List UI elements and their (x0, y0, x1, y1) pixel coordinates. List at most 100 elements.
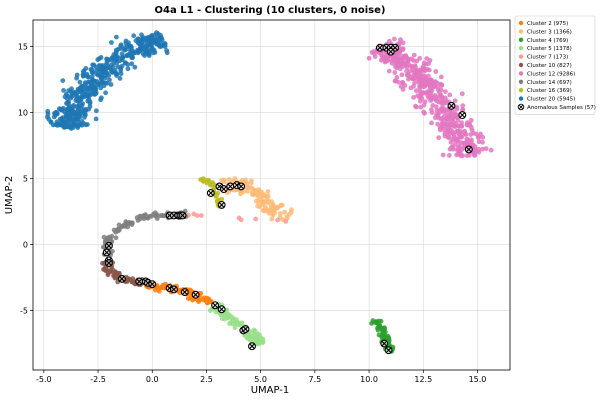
data-point (157, 34, 163, 40)
data-point (219, 316, 225, 322)
data-point (201, 177, 206, 183)
data-point (260, 340, 266, 345)
data-point (407, 68, 413, 74)
data-point (226, 177, 232, 182)
data-point (86, 85, 91, 91)
data-point (460, 107, 466, 113)
data-point (411, 95, 416, 100)
data-point (139, 32, 144, 38)
data-point (116, 222, 122, 228)
data-point (369, 50, 375, 55)
data-point (70, 93, 75, 99)
anomaly-marker (217, 200, 226, 209)
data-point (160, 284, 166, 290)
data-point (426, 61, 431, 66)
data-point (278, 202, 284, 208)
data-point (435, 121, 441, 127)
data-point (452, 98, 458, 104)
data-point (453, 112, 459, 118)
data-point (74, 104, 80, 110)
data-point (418, 75, 424, 80)
data-point (418, 93, 424, 98)
data-point (441, 127, 447, 133)
legend-swatch (518, 88, 524, 93)
data-point (400, 40, 406, 46)
data-point (284, 214, 290, 220)
data-point (92, 85, 98, 90)
anomaly-marker (380, 339, 389, 348)
y-tick-label: 0 (23, 241, 28, 250)
data-point (443, 95, 448, 101)
data-point (128, 43, 134, 49)
data-point (62, 94, 68, 100)
data-point (251, 328, 257, 334)
data-point (69, 86, 74, 92)
data-point (124, 279, 130, 284)
data-point (151, 37, 157, 43)
data-point (196, 298, 202, 303)
anomaly-marker (241, 325, 250, 334)
data-point (95, 57, 101, 63)
data-point (452, 142, 458, 147)
legend-box (514, 15, 596, 115)
legend-entry: Cluster 2 (975) (527, 21, 568, 27)
data-point (266, 199, 271, 205)
data-point (86, 106, 92, 112)
data-point (411, 52, 417, 58)
data-point (429, 120, 434, 126)
data-point (243, 177, 248, 183)
data-point (70, 108, 76, 114)
legend-swatch (518, 37, 524, 42)
data-point (433, 104, 439, 110)
data-point (459, 91, 465, 97)
x-tick-label: 15.0 (469, 375, 487, 384)
data-point (129, 61, 135, 67)
anomaly-marker (148, 280, 157, 289)
data-point (366, 55, 372, 61)
x-tick-label: 0.0 (146, 375, 159, 384)
data-point (404, 65, 410, 70)
data-point (106, 73, 112, 78)
data-point (377, 324, 383, 329)
data-point (98, 97, 104, 103)
data-point (468, 132, 474, 138)
anomaly-marker (191, 290, 200, 299)
data-point (119, 51, 125, 57)
data-point (270, 212, 276, 218)
data-point (109, 40, 114, 45)
data-point (448, 129, 454, 135)
x-tick-label: 7.5 (308, 375, 321, 384)
data-point (146, 49, 152, 55)
data-point (125, 62, 131, 67)
data-point (447, 92, 453, 98)
data-point (420, 66, 425, 71)
anomaly-marker (104, 241, 113, 250)
anomaly-marker (178, 211, 187, 220)
data-point (133, 38, 139, 44)
y-tick-label: 10 (18, 108, 28, 117)
data-point (123, 221, 129, 227)
legend-swatch (518, 71, 524, 76)
data-point (437, 125, 443, 131)
data-point (143, 214, 148, 220)
data-point (265, 189, 271, 195)
data-point (440, 102, 445, 108)
data-point (46, 116, 52, 122)
data-point (65, 100, 70, 106)
data-point (258, 335, 264, 341)
anomaly-marker (135, 277, 144, 286)
data-point (117, 76, 123, 81)
data-point (204, 295, 210, 301)
data-point (102, 267, 108, 272)
data-point (113, 235, 119, 241)
anomaly-marker (375, 43, 384, 52)
anomaly-marker (180, 288, 189, 297)
data-point (108, 268, 113, 273)
data-point (442, 113, 447, 119)
data-point (398, 53, 404, 58)
data-point (379, 52, 384, 58)
y-tick-label: 15 (18, 42, 28, 51)
data-point (90, 69, 96, 75)
legend: Cluster 2 (975) Cluster 3 (1366) Cluster 4… (514, 15, 596, 115)
data-point (255, 203, 261, 209)
